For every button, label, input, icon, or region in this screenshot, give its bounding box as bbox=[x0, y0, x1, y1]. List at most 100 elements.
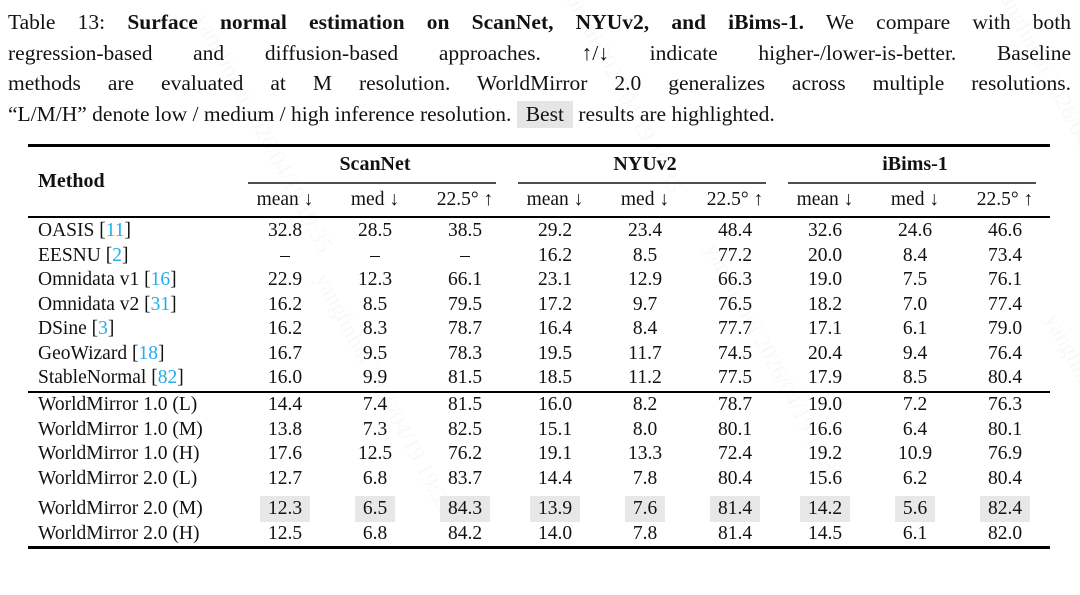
table-row: EESNU [2] – – – 16.2 8.5 77.2 20.0 8.4 73.4 bbox=[28, 243, 1050, 268]
citation-number: 82 bbox=[157, 367, 178, 389]
value-cell: 80.1 bbox=[987, 418, 1023, 440]
citation-number: 3 bbox=[98, 318, 108, 340]
value-cell: 32.6 bbox=[807, 219, 843, 241]
value-cell: 76.4 bbox=[987, 342, 1023, 364]
value-cell: 14.4 bbox=[267, 394, 303, 416]
citation-number: 2 bbox=[112, 244, 122, 266]
metric-column-header: mean ↓ bbox=[526, 189, 584, 211]
method-cell: WorldMirror 1.0 (M) bbox=[38, 418, 203, 440]
value-cell: 19.2 bbox=[807, 443, 843, 465]
value-cell: 19.0 bbox=[807, 269, 843, 291]
best-value-highlight: 5.6 bbox=[894, 496, 936, 523]
value-cell: 12.3 bbox=[240, 496, 330, 523]
caption-text: methods are evaluated at M resolution. W… bbox=[8, 71, 1071, 96]
caption-text: “L/M/H” denote low / medium / high infer… bbox=[8, 101, 517, 126]
value-cell: 12.5 bbox=[357, 443, 393, 465]
value-cell: 5.6 bbox=[870, 496, 960, 523]
value-cell: 79.5 bbox=[447, 293, 483, 315]
value-cell: 24.6 bbox=[897, 219, 933, 241]
citation-number: 31 bbox=[150, 293, 171, 315]
value-cell: 81.5 bbox=[447, 367, 483, 389]
value-cell: 16.0 bbox=[537, 394, 573, 416]
table-row: Omnidata v1 [16] 22.9 12.3 66.1 23.1 12.9 66.3… bbox=[28, 268, 1050, 293]
value-cell: 13.3 bbox=[627, 443, 663, 465]
best-value-highlight: 12.3 bbox=[259, 496, 311, 523]
value-cell: 7.8 bbox=[632, 467, 658, 489]
value-cell: 16.0 bbox=[267, 367, 303, 389]
value-cell: 32.8 bbox=[267, 219, 303, 241]
value-cell: 29.2 bbox=[537, 219, 573, 241]
value-cell: 22.9 bbox=[267, 269, 303, 291]
value-cell: 17.2 bbox=[537, 293, 573, 315]
table-section: WorldMirror 2.0 (M) 12.3 6.5 84.3 13.9 7.6 81.… bbox=[28, 496, 1050, 548]
value-cell: 12.9 bbox=[627, 269, 663, 291]
best-highlight-sample: Best bbox=[516, 100, 573, 128]
value-cell: 14.4 bbox=[537, 467, 573, 489]
table-row: DSine [3] 16.2 8.3 78.7 16.4 8.4 77.7 17.1 6.1 79… bbox=[28, 317, 1050, 342]
value-cell: 9.9 bbox=[362, 367, 388, 389]
value-cell: – bbox=[460, 244, 470, 266]
method-cell: StableNormal [82] bbox=[38, 367, 184, 389]
method-cell: WorldMirror 2.0 (H) bbox=[38, 523, 200, 545]
value-cell: 78.7 bbox=[717, 394, 753, 416]
citation-number: 16 bbox=[150, 269, 171, 291]
value-cell: 8.3 bbox=[362, 318, 388, 340]
value-cell: 7.8 bbox=[632, 523, 658, 545]
table-row: Omnidata v2 [31] 16.2 8.5 79.5 17.2 9.7 76.5 18… bbox=[28, 292, 1050, 317]
value-cell: 11.2 bbox=[628, 367, 662, 389]
value-cell: 14.0 bbox=[537, 523, 573, 545]
header-group-row: Method ScanNet NYUv2 iBims-1 bbox=[28, 146, 1050, 193]
method-cell: WorldMirror 2.0 (M) bbox=[38, 498, 203, 520]
value-cell: 46.6 bbox=[987, 219, 1023, 241]
caption-text: regression-based and diffusion-based app… bbox=[8, 40, 1071, 65]
dataset-group-header: ScanNet bbox=[339, 152, 411, 175]
value-cell: 80.1 bbox=[717, 418, 753, 440]
value-cell: 6.5 bbox=[330, 496, 420, 523]
value-cell: 84.2 bbox=[447, 523, 483, 545]
value-cell: 78.3 bbox=[447, 342, 483, 364]
value-cell: 13.8 bbox=[267, 418, 303, 440]
metric-column-header: med ↓ bbox=[890, 189, 940, 211]
value-cell: 18.5 bbox=[537, 367, 573, 389]
value-cell: 77.5 bbox=[717, 367, 753, 389]
best-value-highlight: 84.3 bbox=[439, 496, 491, 523]
method-column-header: Method bbox=[38, 170, 105, 193]
value-cell: 6.1 bbox=[902, 318, 928, 340]
metric-column-header: 22.5° ↑ bbox=[706, 189, 764, 211]
value-cell: 20.4 bbox=[807, 342, 843, 364]
value-cell: 8.4 bbox=[632, 318, 658, 340]
table-row: WorldMirror 1.0 (H) 17.6 12.5 76.2 19.1 13.3 7… bbox=[28, 442, 1050, 467]
value-cell: 77.4 bbox=[987, 293, 1023, 315]
value-cell: 82.5 bbox=[447, 418, 483, 440]
caption-line-2: regression-based and diffusion-based app… bbox=[8, 38, 1071, 69]
value-cell: 28.5 bbox=[357, 219, 393, 241]
value-cell: 7.2 bbox=[902, 394, 928, 416]
value-cell: 8.5 bbox=[362, 293, 388, 315]
value-cell: 9.4 bbox=[902, 342, 928, 364]
value-cell: 38.5 bbox=[447, 219, 483, 241]
value-cell: 76.3 bbox=[987, 394, 1023, 416]
value-cell: 82.4 bbox=[960, 496, 1050, 523]
value-cell: 16.6 bbox=[807, 418, 843, 440]
method-cell: WorldMirror 2.0 (L) bbox=[38, 467, 198, 489]
value-cell: 6.4 bbox=[902, 418, 928, 440]
table-section: WorldMirror 1.0 (L) 14.4 7.4 81.5 16.0 8.2 78.… bbox=[28, 392, 1050, 491]
value-cell: 66.1 bbox=[447, 269, 483, 291]
value-cell: 7.3 bbox=[362, 418, 388, 440]
metric-column-header: mean ↓ bbox=[256, 189, 314, 211]
value-cell: 78.7 bbox=[447, 318, 483, 340]
citation-number: 18 bbox=[138, 342, 158, 364]
value-cell: 19.0 bbox=[807, 394, 843, 416]
value-cell: 8.0 bbox=[632, 418, 658, 440]
value-cell: 76.9 bbox=[987, 443, 1023, 465]
value-cell: – bbox=[370, 244, 380, 266]
value-cell: 9.7 bbox=[632, 293, 658, 315]
value-cell: 19.5 bbox=[537, 342, 573, 364]
value-cell: 17.9 bbox=[807, 367, 843, 389]
value-cell: 16.2 bbox=[267, 318, 303, 340]
value-cell: – bbox=[280, 244, 290, 266]
table-row: OASIS [11] 32.8 28.5 38.5 29.2 23.4 48.4 32.6 24… bbox=[28, 217, 1050, 243]
caption-line-3: methods are evaluated at M resolution. W… bbox=[8, 68, 1071, 99]
metric-column-header: med ↓ bbox=[620, 189, 670, 211]
method-cell: DSine [3] bbox=[38, 318, 115, 340]
